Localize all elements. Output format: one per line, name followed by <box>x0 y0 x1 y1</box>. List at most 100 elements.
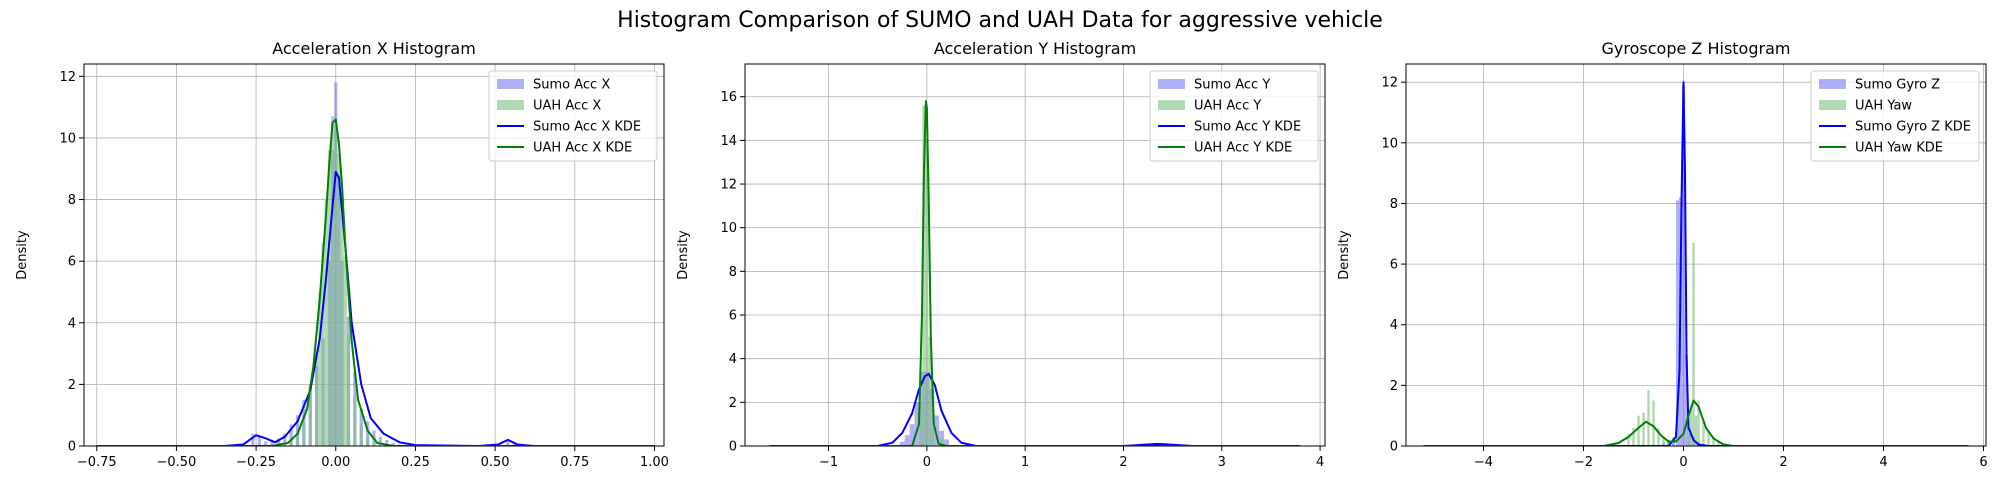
x-tick-label: 0.75 <box>560 455 589 470</box>
legend-label: Sumo Acc Y <box>1194 78 1270 93</box>
chart-title: Gyroscope Z Histogram <box>1602 39 1791 58</box>
kde-line-2 <box>769 100 1301 446</box>
legend: Sumo Acc Y UAH Acc Y Sumo Acc Y KDE UAH Acc… <box>1149 70 1319 162</box>
hist-bar <box>904 435 910 446</box>
legend-swatch <box>1819 79 1846 89</box>
hist-bar <box>327 150 331 446</box>
hist-bar <box>257 436 261 446</box>
hist-bar <box>1712 436 1715 446</box>
legend-label: UAH Acc X KDE <box>533 141 632 156</box>
hist-bar <box>1657 427 1660 446</box>
hist-bar <box>1647 389 1650 446</box>
y-tick-label: 2 <box>1390 379 1398 394</box>
y-tick-label: 8 <box>68 193 76 208</box>
hist-bar <box>295 433 300 446</box>
hist-bar <box>940 439 944 446</box>
legend: Sumo Acc X UAH Acc X Sumo Acc X KDE UAH Acc… <box>488 70 658 162</box>
hist-bar <box>378 436 382 446</box>
y-tick-label: 6 <box>729 309 737 324</box>
y-tick-label: 4 <box>1390 318 1398 333</box>
hist-bar <box>289 424 293 446</box>
axes-frame <box>83 63 665 447</box>
plot-area <box>96 82 655 446</box>
hist-bar <box>1627 433 1630 446</box>
hist-bar <box>308 393 312 446</box>
y-axis-label: Density <box>1337 230 1352 280</box>
y-tick-label: 12 <box>720 178 737 193</box>
x-tick-label: −0.25 <box>236 455 276 470</box>
legend-swatch <box>497 79 524 89</box>
x-tick-label: 1.00 <box>640 455 669 470</box>
y-tick-label: 0 <box>68 440 76 455</box>
hist-bar <box>353 396 357 446</box>
y-tick-label: 10 <box>1381 136 1398 151</box>
hist-bar <box>1637 415 1640 446</box>
chart-title: Acceleration Y Histogram <box>934 39 1136 58</box>
legend-label: Sumo Acc X <box>533 78 610 93</box>
legend: Sumo Gyro Z UAH Yaw Sumo Gyro Z KDE UAH Yaw… <box>1810 70 1980 162</box>
x-tick-label: 0.00 <box>321 455 350 470</box>
hist-bar <box>1652 400 1655 446</box>
hist-bar <box>1685 355 1688 446</box>
x-tick-label: −0.75 <box>77 455 117 470</box>
hist-bar <box>315 353 319 446</box>
legend-box <box>1810 70 1980 162</box>
hist-bar <box>359 424 363 446</box>
legend-label: UAH Acc X <box>533 99 601 114</box>
hist-bar <box>372 442 376 446</box>
legend-label: Sumo Gyro Z <box>1855 78 1940 93</box>
y-tick-label: 14 <box>720 134 737 149</box>
hist-bar <box>506 439 510 446</box>
legend-swatch <box>1158 100 1185 110</box>
hist-series-1 <box>899 371 1156 446</box>
hist-bar <box>1662 436 1665 446</box>
y-tick-label: 4 <box>729 352 737 367</box>
x-tick-label: 0 <box>923 455 931 470</box>
hist-bar <box>289 439 293 446</box>
hist-bar <box>391 442 395 446</box>
hist-bar <box>1692 242 1695 446</box>
hist-bar <box>283 433 287 446</box>
x-tick-label: 0 <box>1679 455 1687 470</box>
legend-label: Sumo Acc X KDE <box>533 120 641 135</box>
hist-bar <box>909 424 915 446</box>
hist-bar <box>1702 421 1705 446</box>
x-tick-label: 0.50 <box>481 455 510 470</box>
hist-bar <box>337 153 341 446</box>
hist-bar <box>1717 441 1720 446</box>
y-tick-label: 12 <box>59 70 76 85</box>
y-axis-label: Density <box>15 230 30 280</box>
y-tick-label: 0 <box>1390 440 1398 455</box>
hist-series-2 <box>1627 242 1720 446</box>
panel-1: −0.75 −0.50 −0.25 0.00 0.25 0.50 0.75 1.00 0 2 4 6 8… <box>15 39 669 470</box>
hist-bar <box>914 402 920 446</box>
legend-swatch <box>497 100 524 110</box>
hist-bar <box>340 214 344 446</box>
x-tick-label: 3 <box>1218 455 1226 470</box>
kde-line-1 <box>769 372 1301 446</box>
legend-swatch <box>1158 79 1185 89</box>
hist-bar <box>276 438 280 446</box>
x-tick-label: −1 <box>819 455 838 470</box>
legend-label: UAH Yaw KDE <box>1855 141 1943 156</box>
hist-bar <box>1676 200 1679 446</box>
hist-bar <box>922 105 926 446</box>
hist-bar <box>346 335 351 446</box>
legend-label: UAH Acc Y <box>1194 99 1261 114</box>
legend-label: UAH Acc Y KDE <box>1194 141 1292 156</box>
hist-bar <box>1694 415 1698 446</box>
hist-bar <box>343 255 347 446</box>
hist-series-2 <box>919 105 944 446</box>
kde-line-1 <box>96 170 655 446</box>
y-tick-label: 8 <box>729 265 737 280</box>
legend-box <box>1149 70 1319 162</box>
x-tick-label: 4 <box>1316 455 1324 470</box>
hist-bar <box>318 291 322 446</box>
y-axis-label: Density <box>676 230 691 280</box>
axes-frame <box>744 63 1326 447</box>
x-tick-label: 6 <box>1979 455 1987 470</box>
hist-series-2 <box>289 116 376 446</box>
figure-title: Histogram Comparison of SUMO and UAH Dat… <box>617 8 1383 33</box>
